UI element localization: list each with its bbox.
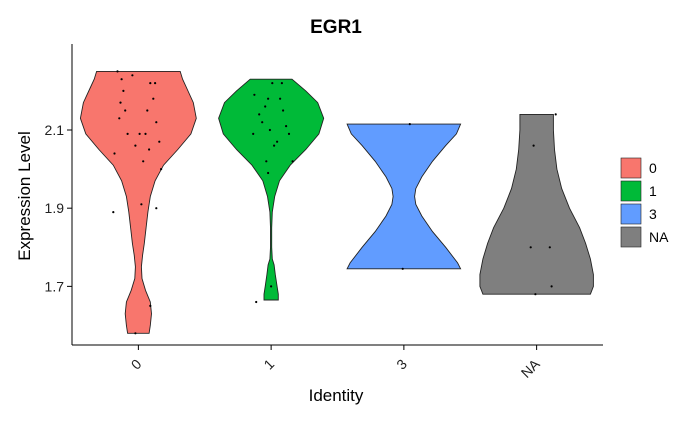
data-point-0-4 xyxy=(131,74,134,77)
data-point-0-24 xyxy=(120,78,123,81)
x-axis-title: Identity xyxy=(309,386,364,405)
legend-label-NA: NA xyxy=(649,229,669,245)
data-point-1-10 xyxy=(285,125,288,128)
legend-label-1: 1 xyxy=(649,183,657,199)
data-point-0-6 xyxy=(138,132,141,135)
data-point-NA-2 xyxy=(529,246,532,249)
chart-title: EGR1 xyxy=(310,17,362,38)
data-point-1-16 xyxy=(280,82,283,85)
data-point-NA-4 xyxy=(550,285,553,288)
violin-NA xyxy=(479,113,594,295)
data-point-1-5 xyxy=(268,128,271,132)
data-point-3-0 xyxy=(408,123,411,126)
data-point-1-14 xyxy=(265,160,268,163)
data-point-1-2 xyxy=(261,121,264,124)
data-point-0-25 xyxy=(146,109,149,112)
data-point-0-11 xyxy=(155,121,158,124)
legend-swatch-1 xyxy=(620,180,642,202)
y-axis-title: Expression Level xyxy=(15,131,34,260)
data-point-0-7 xyxy=(142,160,145,163)
data-point-1-6 xyxy=(271,82,274,85)
legend-label-0: 0 xyxy=(649,160,657,176)
data-point-0-22 xyxy=(149,304,152,307)
data-point-1-4 xyxy=(267,97,270,100)
violin-0 xyxy=(79,70,197,334)
plot-area: 1.7 1.9 2.1 0 1 3 NA xyxy=(45,44,603,381)
data-point-1-15 xyxy=(252,132,255,135)
data-point-0-20 xyxy=(140,203,143,206)
data-point-1-0 xyxy=(253,93,256,96)
legend-swatch-NA xyxy=(620,226,642,248)
data-point-0-1 xyxy=(119,101,122,104)
data-point-1-7 xyxy=(276,140,279,143)
legend-label-3: 3 xyxy=(649,206,657,222)
x-axis-ticks: 0 1 3 NA xyxy=(128,345,544,381)
data-point-1-9 xyxy=(282,109,285,112)
x-tick-label: 1 xyxy=(260,356,277,373)
legend-swatch-0 xyxy=(620,157,642,179)
data-point-1-8 xyxy=(279,97,282,100)
data-point-NA-5 xyxy=(534,293,537,296)
data-point-0-8 xyxy=(144,132,147,135)
data-point-NA-0 xyxy=(554,113,557,116)
data-point-0-13 xyxy=(113,152,116,155)
data-point-0-2 xyxy=(122,89,125,92)
data-point-0-5 xyxy=(134,144,137,147)
violins xyxy=(79,70,594,334)
data-point-1-13 xyxy=(273,144,276,147)
y-tick-label: 1.7 xyxy=(45,278,65,294)
data-point-0-23 xyxy=(134,332,137,335)
violin-3 xyxy=(346,123,462,270)
violin-1 xyxy=(218,78,325,301)
data-point-NA-1 xyxy=(532,144,535,147)
x-tick-label: NA xyxy=(518,355,544,381)
data-point-NA-3 xyxy=(548,246,551,249)
data-point-0-3 xyxy=(126,132,129,135)
data-point-1-18 xyxy=(255,300,258,304)
data-point-1-12 xyxy=(291,160,294,163)
data-point-1-1 xyxy=(258,113,261,116)
data-point-3-1 xyxy=(401,267,404,270)
legend-swatch-3 xyxy=(620,203,642,225)
legend: 0 1 3 NA xyxy=(620,157,669,248)
data-point-0-14 xyxy=(118,117,121,120)
data-point-0-21 xyxy=(155,207,158,210)
data-point-0-16 xyxy=(148,148,151,151)
data-point-1-19 xyxy=(270,285,273,288)
data-point-0-10 xyxy=(152,97,155,100)
data-point-1-17 xyxy=(267,171,270,175)
data-point-1-11 xyxy=(287,132,291,135)
x-tick-label: 0 xyxy=(128,356,145,373)
y-tick-label: 2.1 xyxy=(45,122,65,138)
data-point-0-15 xyxy=(124,109,127,112)
data-points xyxy=(112,70,557,335)
data-point-0-17 xyxy=(154,82,157,85)
data-point-0-9 xyxy=(149,82,152,85)
y-axis-ticks: 1.7 1.9 2.1 xyxy=(45,122,72,294)
data-point-0-12 xyxy=(158,140,161,143)
data-point-1-3 xyxy=(264,105,267,108)
x-tick-label: 3 xyxy=(393,356,410,373)
data-point-0-18 xyxy=(160,168,163,171)
data-point-0-19 xyxy=(112,211,115,214)
data-point-0-0 xyxy=(116,70,119,73)
y-tick-label: 1.9 xyxy=(45,200,65,216)
